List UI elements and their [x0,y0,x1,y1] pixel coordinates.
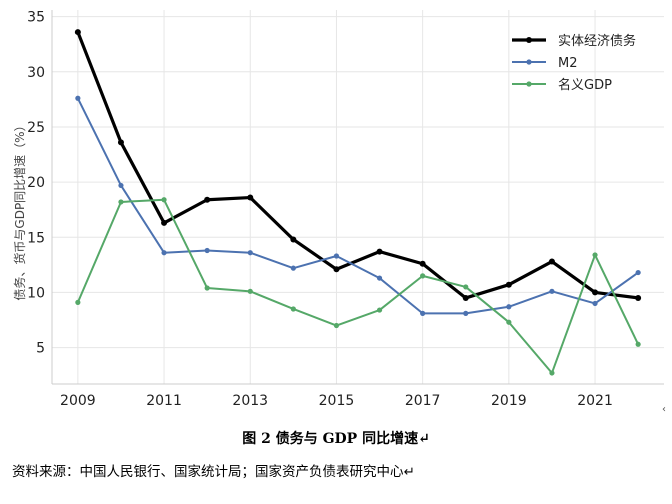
data-point [74,29,81,36]
data-point [592,289,599,296]
series-line [76,97,639,315]
data-point [204,285,210,291]
x-tick-label: 2015 [319,393,355,409]
data-point [505,281,512,288]
line-chart: 5 10 15 20 25 30 35 2009 2011 2013 2015 2017 2019 202… [12,10,664,409]
data-point [204,247,210,254]
x-tick-label: 2017 [405,393,441,409]
data-point [635,294,642,301]
data-point [75,95,81,101]
data-point [592,252,598,258]
data-point [463,284,469,290]
legend-label: M2 [558,56,578,71]
series-line [76,31,639,300]
legend-marker [526,81,532,87]
figure-source: 资料来源：中国人民银行、国家统计局；国家资产负债表研究中心↵ [12,464,415,480]
y-tick-label: 20 [27,175,45,191]
data-point [463,310,469,316]
data-point [118,199,124,205]
data-point [462,294,469,301]
x-tick-label: 2021 [577,393,613,409]
data-point [376,275,383,281]
data-point [247,194,254,201]
data-point [376,307,383,313]
data-point [161,250,167,256]
plot-area [52,10,664,384]
figure-caption: 图 2 债务与 GDP 同比增速↵ [242,431,430,447]
legend-label: 实体经济债务 [558,33,636,49]
data-point [333,266,340,273]
data-point [247,288,253,294]
data-point [506,304,512,310]
y-tick-label: 10 [27,285,45,301]
y-tick-label: 25 [27,120,45,136]
data-point [420,273,426,279]
data-point [290,236,297,243]
data-point [333,253,340,259]
y-tick-label: 15 [27,230,45,246]
y-tick-label: 5 [36,341,45,357]
data-point [506,319,512,325]
y-tick-label: 30 [27,65,45,81]
data-point [75,299,81,305]
edge-mark: ‹ [662,404,666,415]
y-tick-label: 35 [27,10,45,26]
data-point [290,306,296,312]
data-point [333,322,340,329]
data-point [635,269,641,276]
series-line [76,198,640,374]
data-point [290,265,296,271]
legend-marker [526,59,532,65]
axes: 5 10 15 20 25 30 35 2009 2011 2013 2015 2017 2019 202… [27,10,664,409]
x-tick-label: 2009 [60,393,96,409]
data-point [161,219,168,226]
x-tick-label: 2019 [491,393,527,409]
data-point [549,370,555,376]
data-point [247,250,253,256]
data-point [204,196,211,203]
legend-marker [526,37,532,43]
data-point [420,310,426,316]
y-axis-label: 债务、货币与GDP同比增速（%） [12,119,27,300]
x-tick-label: 2013 [232,393,268,409]
data-point [548,258,555,265]
legend-label: 名义GDP [558,77,612,93]
data-point [419,260,426,267]
data-point [118,182,124,189]
data-point [635,341,641,347]
data-point [376,248,383,255]
x-tick-label: 2011 [146,393,182,409]
data-point [592,300,598,307]
series-group [74,29,642,376]
data-point [161,197,167,203]
data-point [549,288,555,294]
data-point [117,139,124,146]
legend: 实体经济债务 M2 名义GDP [512,33,636,93]
